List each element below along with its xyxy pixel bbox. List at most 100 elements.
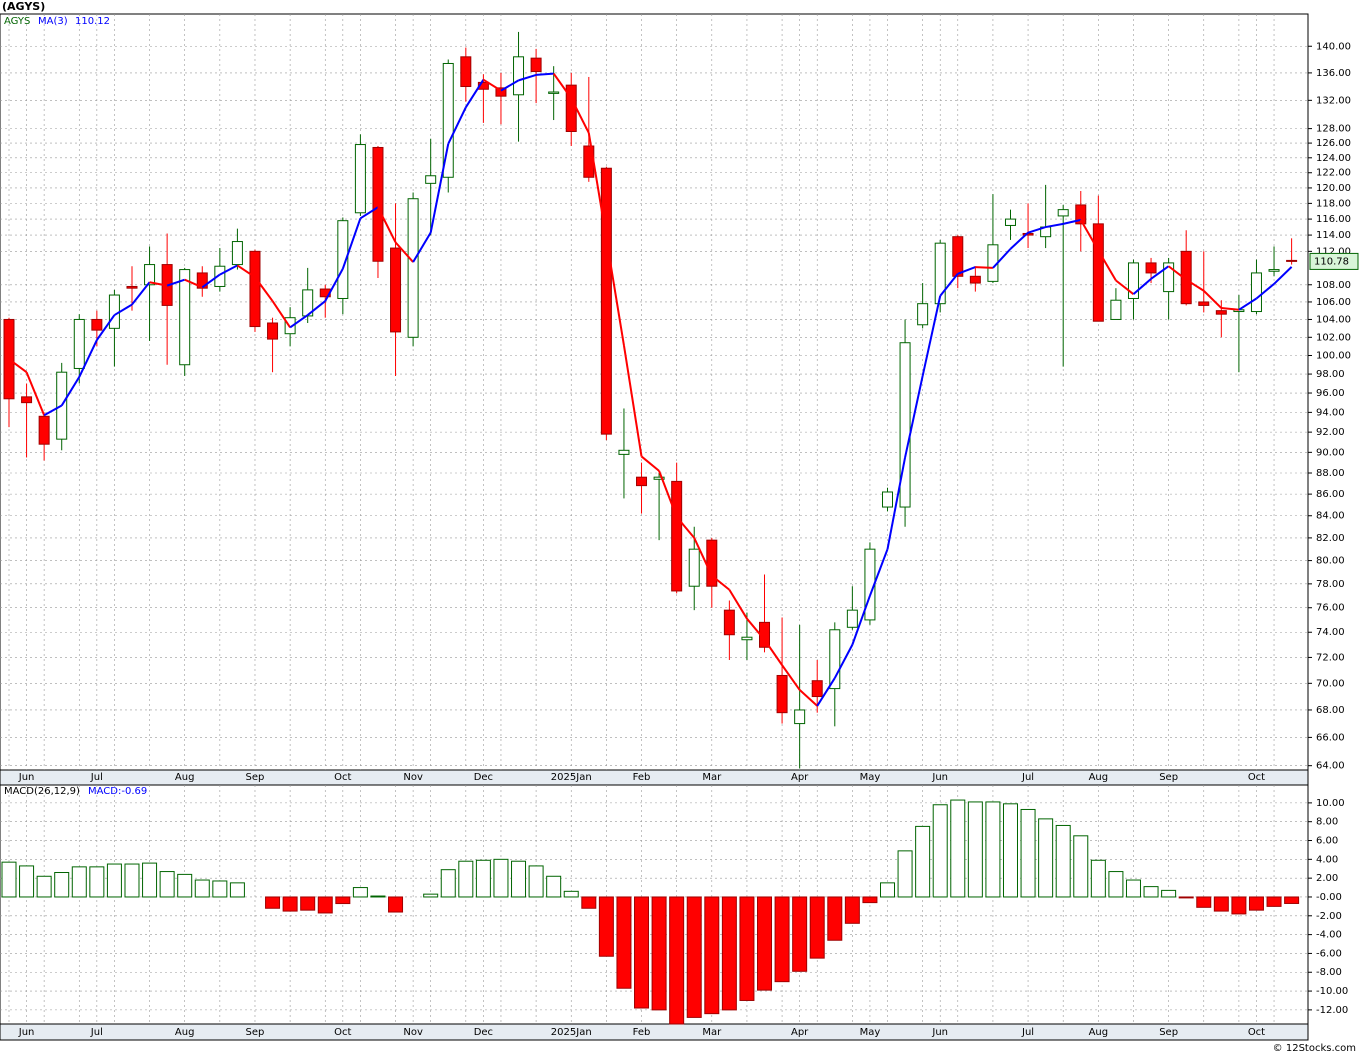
ma-line — [536, 72, 554, 76]
candle-body — [794, 709, 806, 725]
x-tick-label: Aug — [175, 772, 195, 783]
candle-body — [917, 303, 929, 326]
bar — [880, 882, 895, 898]
bar — [458, 860, 474, 898]
x-tick-label: Aug — [1089, 1027, 1109, 1038]
candle-body — [548, 91, 560, 94]
bar — [370, 895, 386, 898]
x-tick-label: 2025Jan — [551, 772, 592, 783]
y-tick-label: 124.00 — [1316, 153, 1351, 164]
y-tick-label: 118.00 — [1316, 198, 1351, 209]
candle-body — [1180, 250, 1192, 305]
candle-body — [811, 680, 823, 698]
bar — [1038, 818, 1054, 898]
x-tick-label: Mar — [702, 1027, 722, 1038]
candle-body — [829, 629, 841, 690]
bar — [352, 887, 368, 898]
bar — [581, 896, 597, 909]
y-tick-label: 128.00 — [1316, 124, 1351, 135]
y-tick-label: 106.00 — [1316, 297, 1351, 308]
ma-line — [464, 79, 485, 108]
bar — [634, 896, 650, 1009]
ma-line — [289, 314, 309, 329]
y-tick-label: 6.00 — [1316, 836, 1338, 847]
ma-line — [1115, 279, 1135, 295]
y-tick-label: 76.00 — [1316, 603, 1345, 614]
last-price-box — [1309, 252, 1359, 270]
ma-line — [781, 664, 801, 691]
ma-line — [78, 339, 98, 378]
candle-body — [179, 269, 191, 366]
macd-title: MACD(26,12,9) — [4, 786, 80, 797]
candle-body — [1198, 301, 1210, 306]
y-tick-label: -6.00 — [1316, 948, 1342, 959]
ma-line — [728, 589, 748, 620]
x-tick-label: Sep — [246, 772, 265, 783]
candle-body — [934, 242, 946, 305]
bar — [1248, 896, 1264, 911]
candle-body — [1215, 310, 1227, 315]
x-tick-label: Aug — [1089, 772, 1109, 783]
ma-line — [851, 595, 871, 646]
legend-ma: MA(3) — [38, 16, 68, 27]
ma-line — [201, 273, 221, 289]
x-tick-label: Jun — [18, 1027, 35, 1038]
bar — [546, 875, 562, 898]
y-tick-label: 68.00 — [1316, 705, 1345, 716]
candle-body — [460, 56, 472, 88]
bar — [985, 801, 1001, 898]
ma-line — [886, 457, 907, 550]
bar — [1161, 889, 1177, 898]
ma-line — [675, 516, 695, 539]
y-tick-label: 112.00 — [1316, 246, 1351, 257]
bar — [827, 896, 843, 941]
ma-line — [658, 470, 678, 518]
candle-body — [1268, 269, 1280, 272]
x-tick-label: Jul — [90, 1027, 103, 1038]
ma-line — [921, 295, 942, 377]
y-tick-label: 114.00 — [1316, 230, 1351, 241]
ma-line — [8, 358, 28, 373]
ma-line — [992, 248, 1012, 269]
ma-line — [96, 314, 116, 341]
x-axis-strip — [0, 769, 1309, 786]
bar — [897, 850, 913, 898]
x-tick-label: Jul — [1021, 1027, 1034, 1038]
ma-line — [1062, 218, 1081, 225]
ma-line — [1132, 278, 1152, 295]
x-tick-label: May — [860, 772, 881, 783]
y-tick-label: -2.00 — [1316, 911, 1342, 922]
ma-line — [939, 273, 959, 297]
bar — [36, 875, 52, 898]
bar — [1108, 871, 1124, 898]
bar — [317, 896, 333, 914]
bar — [1, 861, 17, 898]
bar — [950, 799, 966, 898]
ma-line — [482, 78, 502, 92]
x-tick-label: Nov — [403, 772, 423, 783]
bar — [511, 860, 527, 898]
bar — [177, 873, 193, 898]
y-tick-label: 140.00 — [1316, 41, 1351, 52]
ma-line — [1185, 278, 1205, 292]
ma-line — [447, 106, 467, 145]
candle-body — [1004, 218, 1016, 226]
ma-line — [605, 238, 625, 346]
ma-line — [113, 303, 133, 316]
bar — [739, 896, 755, 1001]
x-tick-label: Jul — [1021, 772, 1034, 783]
bar — [563, 890, 579, 898]
bar — [423, 893, 439, 898]
y-tick-label: 84.00 — [1316, 511, 1345, 522]
y-tick-label: 92.00 — [1316, 427, 1345, 438]
ma-line — [711, 574, 730, 591]
candle-body — [21, 396, 33, 404]
y-tick-label: 100.00 — [1316, 351, 1351, 362]
x-tick-label: Apr — [791, 772, 809, 783]
ma-line — [1027, 226, 1046, 234]
ma-line — [500, 79, 520, 92]
ma-line — [904, 375, 924, 458]
y-tick-label: 66.00 — [1316, 732, 1345, 743]
bar — [967, 801, 983, 898]
candle-body — [91, 318, 103, 331]
